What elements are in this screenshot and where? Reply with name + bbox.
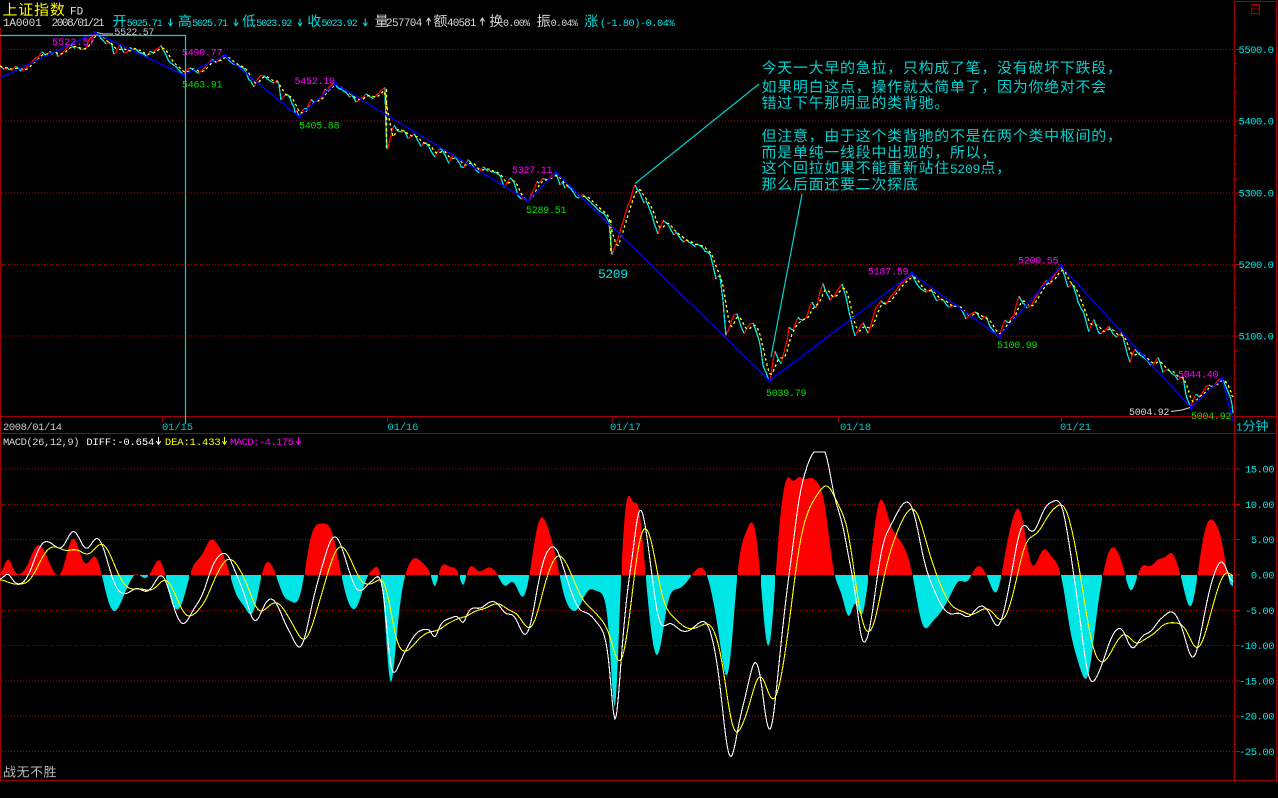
svg-text:MACD:-4.175: MACD:-4.175 — [230, 437, 294, 449]
svg-text:-5.00: -5.00 — [1245, 606, 1275, 618]
svg-text:(-1.80)-0.04%: (-1.80)-0.04% — [600, 18, 675, 30]
svg-text:5209: 5209 — [950, 162, 980, 177]
svg-text:0.04%: 0.04% — [551, 19, 578, 30]
svg-text:01/17: 01/17 — [610, 422, 641, 434]
svg-text:40581: 40581 — [447, 18, 477, 30]
svg-text:DIFF:-0.654: DIFF:-0.654 — [86, 437, 154, 449]
svg-text:0.00%: 0.00% — [503, 19, 530, 30]
svg-text:FD: FD — [70, 7, 84, 19]
svg-text:2008/01/14: 2008/01/14 — [3, 422, 62, 434]
svg-text:1: 1 — [1236, 423, 1243, 435]
svg-text:5025.71: 5025.71 — [127, 19, 163, 30]
svg-text:5100.0: 5100.0 — [1239, 332, 1274, 344]
svg-text:5200.55: 5200.55 — [1018, 257, 1059, 268]
svg-text:257704: 257704 — [386, 18, 423, 30]
svg-text:15.00: 15.00 — [1245, 465, 1275, 477]
svg-text:DEA:1.433: DEA:1.433 — [165, 437, 221, 449]
svg-text:5327.11: 5327.11 — [512, 166, 553, 177]
svg-text:5025.71: 5025.71 — [192, 19, 228, 30]
svg-text:5039.79: 5039.79 — [766, 389, 807, 400]
svg-text:5023.92: 5023.92 — [322, 19, 358, 30]
svg-text:5023.92: 5023.92 — [256, 19, 292, 30]
svg-text:1A0001: 1A0001 — [3, 18, 42, 30]
svg-text:MACD(26,12,9): MACD(26,12,9) — [3, 437, 80, 449]
svg-text:5289.51: 5289.51 — [526, 206, 567, 217]
svg-text:5187.59: 5187.59 — [868, 268, 909, 279]
svg-text:5200.0: 5200.0 — [1239, 260, 1274, 272]
svg-text:5522.57: 5522.57 — [52, 38, 95, 49]
svg-text:5405.88: 5405.88 — [299, 122, 340, 133]
svg-text:5300.0: 5300.0 — [1239, 188, 1274, 200]
svg-text:01/16: 01/16 — [387, 422, 418, 434]
svg-text:01/21: 01/21 — [1060, 422, 1091, 434]
svg-text:5463.91: 5463.91 — [182, 81, 223, 92]
svg-text:-10.00: -10.00 — [1239, 641, 1274, 653]
svg-text:2008/01/21: 2008/01/21 — [52, 18, 105, 30]
svg-text:5100.99: 5100.99 — [997, 341, 1038, 352]
svg-text:-25.00: -25.00 — [1239, 747, 1274, 759]
svg-text:5452.10: 5452.10 — [295, 77, 336, 88]
svg-text:5522.57: 5522.57 — [114, 28, 154, 39]
svg-text:-20.00: -20.00 — [1239, 712, 1274, 724]
svg-text:01/18: 01/18 — [840, 422, 871, 434]
svg-text:10.00: 10.00 — [1245, 500, 1275, 512]
svg-text:5500.0: 5500.0 — [1239, 45, 1274, 57]
svg-text:5044.40: 5044.40 — [1178, 371, 1219, 382]
svg-text:0.00: 0.00 — [1251, 571, 1275, 583]
svg-text:5004.92: 5004.92 — [1129, 408, 1170, 419]
svg-text:5.00: 5.00 — [1251, 535, 1275, 547]
svg-text:-15.00: -15.00 — [1239, 676, 1274, 688]
svg-text:01/15: 01/15 — [162, 422, 193, 434]
svg-text:5490.77: 5490.77 — [182, 49, 223, 60]
svg-text:5209: 5209 — [598, 267, 628, 282]
svg-text:5400.0: 5400.0 — [1239, 117, 1274, 129]
svg-text:5004.92: 5004.92 — [1191, 412, 1232, 423]
